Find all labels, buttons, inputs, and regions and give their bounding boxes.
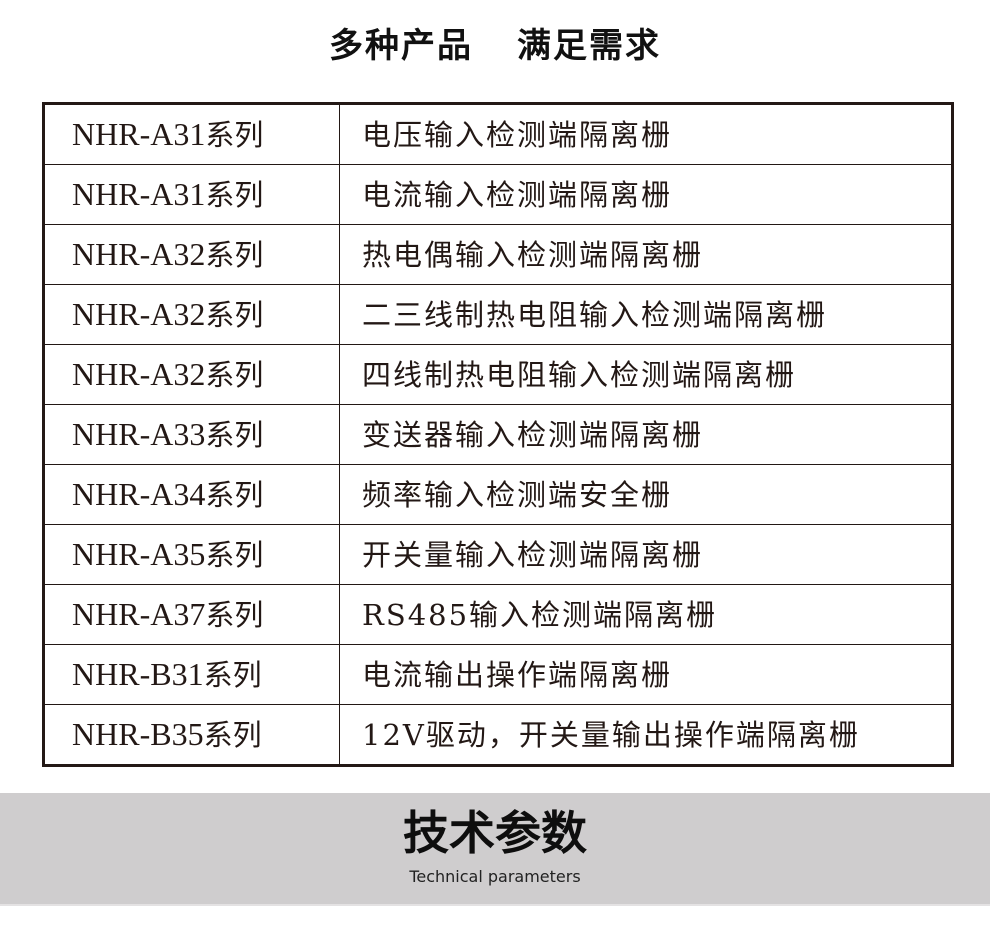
table-row: NHR-A31系列 电流输入检测端隔离栅 [43, 164, 953, 225]
table-row: NHR-A37系列 RS485输入检测端隔离栅 [43, 584, 953, 645]
description-cell: 12V驱动，开关量输出操作端隔离栅 [339, 704, 953, 766]
description-cell: RS485输入检测端隔离栅 [339, 584, 953, 645]
model-code: NHR-B31 [72, 656, 204, 692]
table-row: NHR-A31系列 电压输入检测端隔离栅 [43, 103, 953, 165]
table-row: NHR-A32系列 热电偶输入检测端隔离栅 [43, 224, 953, 285]
model-cell: NHR-A31系列 [43, 103, 340, 165]
model-suffix: 系列 [205, 178, 264, 212]
table-row: NHR-A33系列 变送器输入检测端隔离栅 [43, 404, 953, 465]
model-cell: NHR-A32系列 [43, 284, 340, 345]
description-cell: 电压输入检测端隔离栅 [339, 103, 953, 165]
description-cell: 频率输入检测端安全栅 [339, 464, 953, 525]
description-cell: 热电偶输入检测端隔离栅 [339, 224, 953, 285]
model-suffix: 系列 [205, 538, 264, 572]
table-row: NHR-B35系列 12V驱动，开关量输出操作端隔离栅 [43, 704, 953, 766]
model-code: NHR-A34 [72, 476, 206, 512]
section-title: 多种产品 满足需求 [0, 24, 990, 68]
model-code: NHR-A35 [72, 536, 206, 572]
model-code: NHR-A31 [72, 116, 206, 152]
table-row: NHR-B31系列 电流输出操作端隔离栅 [43, 644, 953, 705]
model-cell: NHR-A37系列 [43, 584, 340, 645]
description-cell: 四线制热电阻输入检测端隔离栅 [339, 344, 953, 405]
banner-subheading: Technical parameters [409, 867, 581, 886]
description-cell: 电流输出操作端隔离栅 [339, 644, 953, 705]
model-suffix: 系列 [205, 418, 264, 452]
model-code: NHR-A31 [72, 176, 206, 212]
table-row: NHR-A34系列 频率输入检测端安全栅 [43, 464, 953, 525]
model-cell: NHR-A35系列 [43, 524, 340, 585]
description-cell: 二三线制热电阻输入检测端隔离栅 [339, 284, 953, 345]
model-cell: NHR-A33系列 [43, 404, 340, 465]
model-code: NHR-A37 [72, 596, 206, 632]
model-suffix: 系列 [205, 598, 264, 632]
model-cell: NHR-A34系列 [43, 464, 340, 525]
table-row: NHR-A32系列 四线制热电阻输入检测端隔离栅 [43, 344, 953, 405]
model-suffix: 系列 [205, 478, 264, 512]
model-cell: NHR-A31系列 [43, 164, 340, 225]
product-table: NHR-A31系列 电压输入检测端隔离栅 NHR-A31系列 电流输入检测端隔离栅 NH… [42, 102, 954, 767]
model-suffix: 系列 [203, 658, 262, 692]
banner-heading: 技术参数 [403, 806, 587, 860]
model-suffix: 系列 [203, 718, 262, 752]
model-cell: NHR-B31系列 [43, 644, 340, 705]
model-suffix: 系列 [205, 298, 264, 332]
model-cell: NHR-B35系列 [43, 704, 340, 766]
model-code: NHR-A32 [72, 236, 206, 272]
technical-parameters-banner: 技术参数 Technical parameters [0, 793, 990, 906]
model-code: NHR-A33 [72, 416, 206, 452]
model-cell: NHR-A32系列 [43, 224, 340, 285]
description-cell: 电流输入检测端隔离栅 [339, 164, 953, 225]
description-cell: 开关量输入检测端隔离栅 [339, 524, 953, 585]
section-title-part1: 多种产品 [329, 26, 473, 66]
model-suffix: 系列 [205, 358, 264, 392]
model-suffix: 系列 [205, 118, 264, 152]
model-code: NHR-A32 [72, 356, 206, 392]
model-code: NHR-A32 [72, 296, 206, 332]
section-title-part2: 满足需求 [517, 26, 661, 66]
table-row: NHR-A32系列 二三线制热电阻输入检测端隔离栅 [43, 284, 953, 345]
model-code: NHR-B35 [72, 716, 204, 752]
model-cell: NHR-A32系列 [43, 344, 340, 405]
model-suffix: 系列 [205, 238, 264, 272]
table-row: NHR-A35系列 开关量输入检测端隔离栅 [43, 524, 953, 585]
description-cell: 变送器输入检测端隔离栅 [339, 404, 953, 465]
